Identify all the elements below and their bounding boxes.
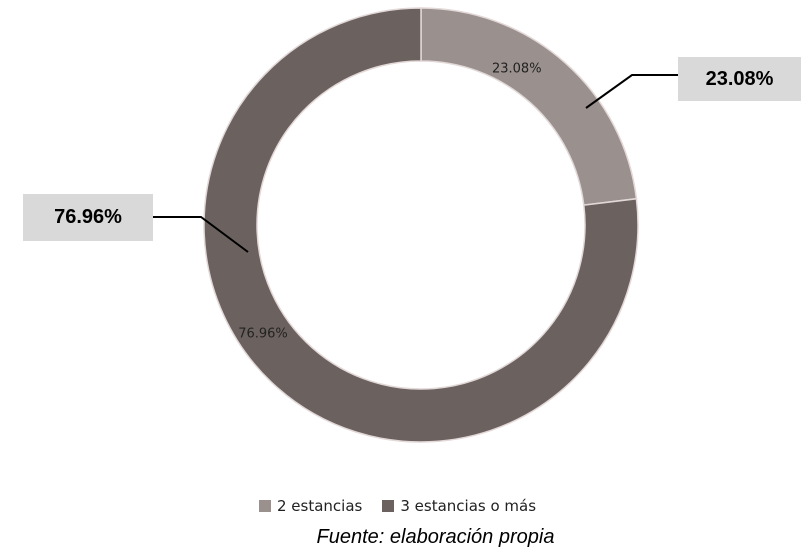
callout-3-estancias-o-mas: 76.96%: [23, 194, 153, 241]
source-note: Fuente: elaboración propia: [316, 526, 555, 548]
legend-swatch-3-estancias-o-mas: [382, 500, 395, 512]
legend-item-2-estancias: 2 estancias: [259, 497, 362, 515]
donut-slice-3-estancias-o-mas: [203, 7, 639, 443]
legend-item-3-estancias-o-mas: 3 estancias o más: [382, 497, 536, 515]
legend: 2 estancias 3 estancias o más: [259, 497, 556, 515]
legend-label-3-estancias-o-mas: 3 estancias o más: [400, 497, 537, 515]
legend-swatch-2-estancias: [259, 500, 271, 512]
slice-label-3-estancias-o-mas: 76.96%: [238, 327, 288, 342]
leader-line-2-estancias: [585, 74, 678, 109]
legend-label-2-estancias: 2 estancias: [277, 497, 363, 515]
slice-label-2-estancias: 23.08%: [492, 62, 542, 77]
callout-2-estancias: 23.08%: [678, 57, 801, 101]
donut-slice-2-estancias: [420, 7, 638, 207]
leader-line-3-estancias-o-mas: [153, 216, 249, 253]
